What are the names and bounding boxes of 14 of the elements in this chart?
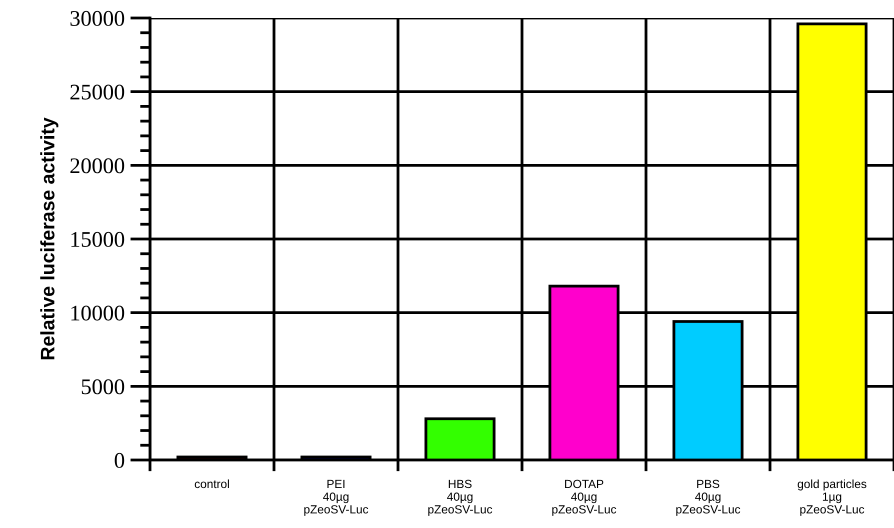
y-tick-label: 0 xyxy=(114,452,124,468)
x-tick-label: control xyxy=(194,479,229,488)
x-tick-label: PEI 40µg pZeoSV-Luc xyxy=(304,480,368,516)
y-tick-label: 20000 xyxy=(70,158,124,174)
y-tick-label: 5000 xyxy=(82,379,124,394)
x-tick-label: HBS 40µg pZeoSV-Luc xyxy=(428,480,492,516)
y-axis-title: Relative luciferase activity xyxy=(40,118,58,360)
y-tick-label: 15000 xyxy=(71,232,124,247)
y-tick-label: 10000 xyxy=(71,306,124,321)
y-tick-label: 25000 xyxy=(70,84,124,100)
x-tick-label: DOTAP 40µg pZeoSV-Luc xyxy=(552,480,616,516)
y-tick-label: 30000 xyxy=(70,10,124,26)
x-tick-label: gold particles 1µg pZeoSV-Luc xyxy=(798,479,866,516)
x-tick-label: PBS 40µg pZeoSV-Luc xyxy=(676,480,740,516)
